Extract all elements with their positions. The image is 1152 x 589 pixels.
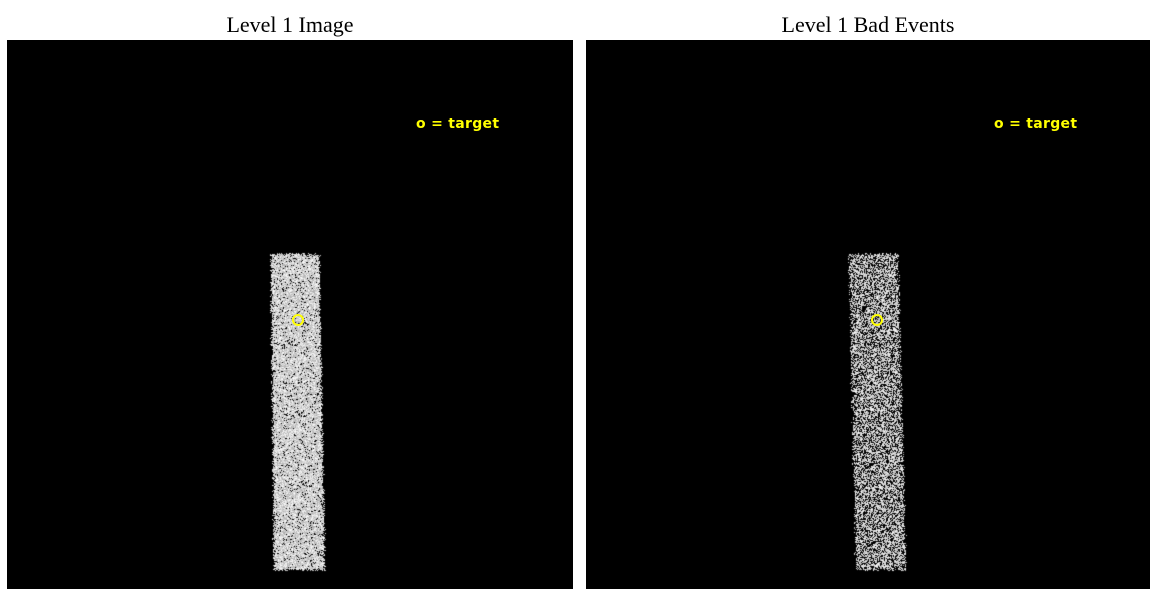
target-legend: o = target: [994, 116, 1077, 132]
target-legend: o = target: [416, 116, 499, 132]
image-frame: o = target: [7, 40, 573, 589]
target-marker-icon: [871, 314, 883, 326]
image-frame: o = target: [586, 40, 1150, 589]
target-marker-icon: [292, 314, 304, 326]
panel-title: Level 1 Image: [7, 12, 573, 38]
panel-title: Level 1 Bad Events: [586, 12, 1150, 38]
